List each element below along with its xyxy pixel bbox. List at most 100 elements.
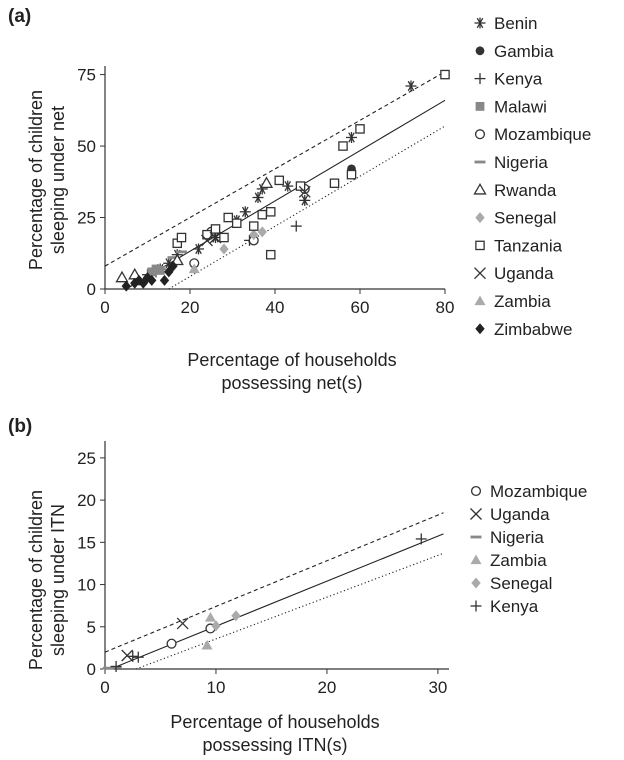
panel-a-legend-item-mozambique: Mozambique bbox=[474, 125, 591, 144]
panel-a-legend-marker-malawi bbox=[475, 102, 485, 111]
panel-b-solid-line bbox=[110, 533, 444, 670]
panel-a-x-tick-label: 40 bbox=[266, 298, 285, 317]
panel-a-y-tick-label: 50 bbox=[77, 137, 96, 156]
panel-b: (b) Percentage of children sleeping unde… bbox=[8, 416, 587, 755]
panel-b-points bbox=[102, 533, 427, 672]
panel-a-point-benin bbox=[282, 180, 294, 192]
panel-b-legend-marker-uganda bbox=[470, 508, 482, 520]
panel-a-legend-label: Rwanda bbox=[494, 181, 557, 200]
panel-a-legend-item-malawi: Malawi bbox=[475, 97, 547, 116]
panel-b-point-uganda bbox=[176, 617, 189, 630]
panel-a-point-benin bbox=[239, 206, 251, 218]
panel-a-point-tanzania bbox=[265, 249, 276, 260]
panel-a-point-tanzania bbox=[295, 181, 306, 191]
panel-b-legend-item-mozambique: Mozambique bbox=[470, 482, 587, 501]
panel-a-legend-marker-rwanda bbox=[473, 182, 487, 195]
panel-a-point-rwanda bbox=[259, 176, 274, 188]
panel-b-legend-marker-nigeria bbox=[470, 535, 482, 539]
panel-b-point-nigeria bbox=[102, 666, 114, 670]
panel-a-legend-label: Gambia bbox=[494, 42, 554, 61]
panel-b-y-tick-label: 20 bbox=[77, 491, 96, 510]
panel-a-y-tick-label: 0 bbox=[87, 280, 96, 299]
panel-a-legend-item-gambia: Gambia bbox=[475, 42, 554, 61]
panel-a-legend-item-tanzania: Tanzania bbox=[475, 236, 563, 255]
panel-b-xlabel-line1: Percentage of households bbox=[170, 712, 379, 732]
panel-a-legend-item-kenya: Kenya bbox=[474, 70, 543, 89]
panel-a-legend-label: Uganda bbox=[494, 264, 554, 283]
panel-a-points bbox=[115, 69, 450, 292]
panel-a-legend-item-nigeria: Nigeria bbox=[474, 153, 548, 172]
panel-a-point-rwanda bbox=[170, 253, 184, 266]
panel-b-x-tick-label: 20 bbox=[317, 678, 336, 697]
panel-b-y-tick-label: 25 bbox=[77, 449, 96, 468]
panel-a-legend-item-senegal: Senegal bbox=[475, 209, 556, 228]
panel-a-point-zimbabwe bbox=[147, 274, 157, 286]
panel-a-point-tanzania bbox=[248, 221, 259, 231]
panel-a-point-benin bbox=[299, 194, 311, 206]
panel-b-legend-item-kenya: Kenya bbox=[470, 597, 539, 616]
panel-a-point-nigeria bbox=[176, 250, 187, 254]
panel-a-ylabel-line2: sleeping under net bbox=[48, 106, 68, 254]
panel-a-xlabel-line1: Percentage of households bbox=[187, 350, 396, 370]
panel-a-dashed-line bbox=[104, 71, 446, 267]
panel-a-point-uganda bbox=[201, 234, 213, 247]
panel-b-legend-item-senegal: Senegal bbox=[471, 574, 552, 593]
panel-b-y-tick-label: 0 bbox=[87, 660, 96, 679]
panel-a-point-senegal bbox=[257, 226, 267, 238]
panel-a-legend-item-zambia: Zambia bbox=[474, 292, 551, 311]
panel-b-xlabel-line2: possessing ITN(s) bbox=[202, 735, 347, 755]
panel-b-x-tick-label: 10 bbox=[207, 678, 226, 697]
panel-b-point-uganda bbox=[121, 649, 134, 662]
panel-a-legend-item-benin: Benin bbox=[474, 14, 537, 33]
panel-a-y-tick-label: 25 bbox=[77, 209, 96, 228]
panel-a-legend-marker-kenya bbox=[474, 73, 486, 85]
panel-a-xlabel-line2: possessing net(s) bbox=[221, 373, 362, 393]
panel-a-point-tanzania bbox=[274, 175, 285, 186]
panel-a-point-senegal bbox=[219, 243, 229, 255]
panel-a-dotted-line bbox=[168, 125, 446, 290]
panel-b-legend-marker-senegal bbox=[471, 577, 481, 589]
panel-b-point-kenya bbox=[127, 650, 139, 662]
panel-a-point-tanzania bbox=[257, 209, 268, 220]
panel-a-legend-marker-benin bbox=[474, 17, 486, 29]
panel-a-x-tick-label: 80 bbox=[436, 298, 455, 317]
panel-a-legend-marker-mozambique bbox=[474, 129, 486, 140]
panel-b-x-tick-label: 0 bbox=[100, 678, 109, 697]
panel-a-legend-label: Zambia bbox=[494, 292, 551, 311]
panel-b-dashed-line bbox=[104, 512, 444, 653]
panel-b-x-tick-label: 30 bbox=[428, 678, 447, 697]
panel-a-legend-item-rwanda: Rwanda bbox=[473, 181, 557, 200]
panel-a-point-tanzania bbox=[329, 178, 340, 188]
panel-b-point-kenya bbox=[132, 651, 144, 663]
panel-b-legend-label: Kenya bbox=[490, 597, 539, 616]
panel-b-legend-marker-kenya bbox=[470, 600, 482, 612]
panel-a-legend-label: Tanzania bbox=[494, 236, 563, 255]
panel-a-x-tick-label: 0 bbox=[100, 298, 109, 317]
panel-b-point-mozambique bbox=[166, 638, 177, 649]
panel-b-legend-label: Mozambique bbox=[490, 482, 587, 501]
panel-a-legend-marker-nigeria bbox=[474, 160, 486, 164]
panel-a-legend-label: Nigeria bbox=[494, 153, 548, 172]
panel-a-point-tanzania bbox=[219, 232, 229, 243]
panel-a-point-malawi bbox=[155, 266, 165, 275]
panel-b-point-zambia bbox=[201, 639, 213, 650]
panel-a-legend-label: Senegal bbox=[494, 209, 556, 228]
panel-a-y-tick-label: 75 bbox=[77, 66, 96, 85]
panel-b-legend-item-uganda: Uganda bbox=[470, 505, 550, 524]
panel-b-legend-item-nigeria: Nigeria bbox=[470, 528, 544, 547]
panel-a-point-tanzania bbox=[440, 69, 450, 80]
panel-b-point-zambia bbox=[204, 611, 216, 622]
panel-a-point-tanzania bbox=[176, 232, 187, 243]
panel-a-x-tick-label: 60 bbox=[351, 298, 370, 317]
panel-b-point-senegal bbox=[211, 620, 221, 632]
panel-a: (a) Percentage of children sleeping unde… bbox=[8, 6, 591, 393]
panel-b-point-kenya bbox=[110, 660, 122, 672]
panel-a-legend-marker-zimbabwe bbox=[475, 323, 485, 335]
panel-b-legend-marker-mozambique bbox=[470, 485, 482, 497]
panel-a-point-benin bbox=[405, 80, 417, 92]
panel-a-point-tanzania bbox=[210, 224, 221, 234]
panel-a-point-tanzania bbox=[265, 207, 276, 217]
panel-a-legend-label: Benin bbox=[494, 14, 537, 33]
panel-a-legend-marker-senegal bbox=[475, 212, 485, 224]
